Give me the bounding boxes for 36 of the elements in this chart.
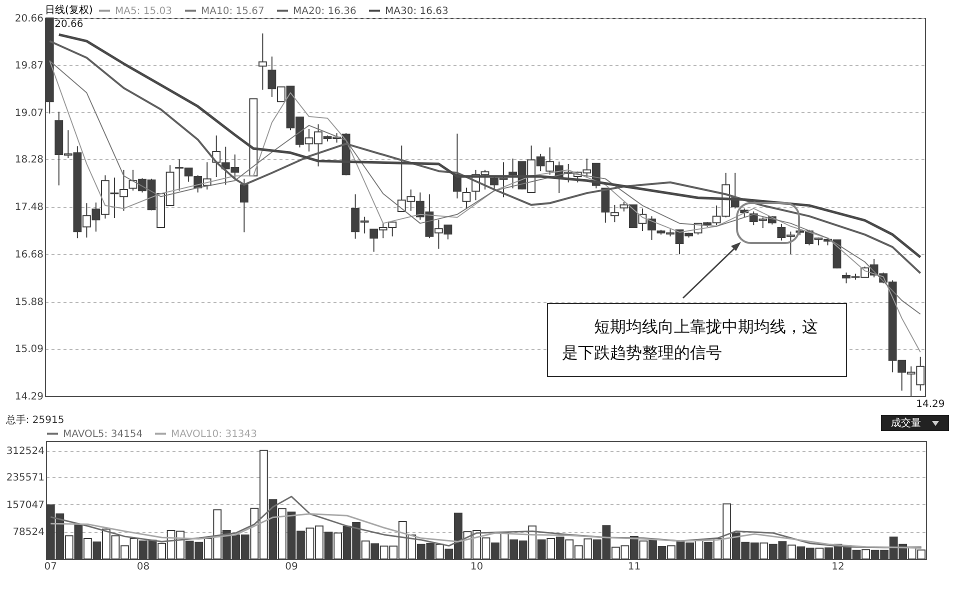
y-tick-label: 157047: [6, 500, 44, 511]
y-tick-label: 17.48: [14, 202, 44, 214]
y-tick-label: 16.68: [14, 250, 44, 261]
x-tick-label: 10: [470, 562, 484, 572]
x-tick-label: 07: [44, 562, 57, 572]
x-tick-label: 12: [832, 562, 844, 572]
line-series: [50, 496, 922, 548]
legend-title: 日线(复权): [45, 4, 93, 16]
y-tick-label: 15.09: [14, 344, 44, 356]
candlestick: [240, 178, 248, 233]
legend-label: MA5: 15.03: [115, 6, 172, 17]
annotation: 短期均线向上靠拢中期均线，这是下跌趋势整理的信号: [547, 303, 847, 377]
y-tick-label: 18.28: [14, 154, 44, 166]
y-tick-label: 20.66: [14, 14, 44, 24]
y-tick-label: 15.88: [14, 297, 44, 308]
text: 成交量: [880, 415, 949, 431]
y-tick-label: 19.07: [14, 108, 44, 119]
chart-title: 总手: 25915: [4, 414, 64, 426]
candlestick: [258, 32, 267, 90]
annotation: 20.66: [54, 19, 84, 30]
x-tick-label: 08: [136, 562, 150, 572]
candlestick: [462, 187, 471, 210]
legend-label: MAVOL10: 31343: [171, 428, 258, 440]
text: 14.29: [916, 399, 945, 410]
line-series: [50, 513, 922, 549]
legend-label: MA20: 16.36: [293, 6, 356, 17]
y-tick-label: 235571: [6, 472, 44, 484]
y-tick-label: 14.29: [14, 392, 44, 402]
x-tick-label: 11: [628, 562, 641, 572]
legend-label: MA10: 15.67: [201, 6, 264, 17]
y-tick-label: 19.87: [14, 60, 44, 72]
legend-label: MA30: 16.63: [385, 6, 448, 17]
x-tick-label: 09: [285, 562, 298, 572]
text: MAVOL5: 34154: [63, 428, 143, 440]
y-tick-label: 312524: [6, 446, 44, 458]
y-tick-label: 78524: [12, 527, 44, 538]
